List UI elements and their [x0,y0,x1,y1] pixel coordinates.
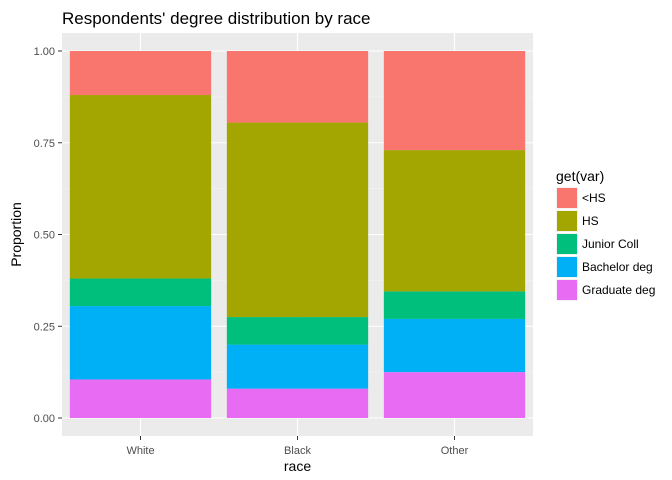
bar-segment-white-hs [69,51,212,96]
bar-segment-black-bachelor-deg [226,344,369,389]
y-tick-label: 0.75 [34,138,55,150]
bar-segment-white-junior-coll [69,278,212,307]
x-tick-label: White [126,445,154,457]
bar-segment-other-hs [383,51,526,151]
legend-title: get(var) [556,168,604,184]
bar-segment-other-junior-coll [383,291,526,319]
bars-group [69,51,526,418]
legend-key-graduate-deg [557,280,577,300]
bar-segment-other-graduate-deg [383,372,526,418]
y-axis-title: Proportion [8,202,24,267]
bar-segment-white-bachelor-deg [69,306,212,380]
bar-segment-black-hs [226,122,369,318]
chart-title: Respondents' degree distribution by race [62,9,371,28]
bar-segment-white-hs [69,95,212,279]
legend-label-hs: <HS [582,191,606,205]
legend-key-hs [557,188,577,208]
y-axis: 0.00 0.25 0.50 0.75 1.00 [34,46,62,425]
bar-segment-black-hs [226,51,369,123]
legend-label-hs: HS [582,214,599,228]
x-axis: White Black Other [126,436,469,457]
legend-label-bachelor-deg: Bachelor deg [582,260,653,274]
legend-key-bachelor-deg [557,257,577,277]
x-tick-label: Other [441,445,469,457]
y-tick-label: 1.00 [34,46,55,58]
legend: get(var) <HS HS Junior Coll Bachelor deg Gra… [556,168,655,301]
x-tick-label: Black [284,445,311,457]
bar-segment-black-junior-coll [226,317,369,345]
legend-key-junior-coll [557,234,577,254]
y-tick-label: 0.00 [34,413,55,425]
legend-label-junior-coll: Junior Coll [582,237,639,251]
legend-label-graduate-deg: Graduate deg [582,283,655,297]
y-tick-label: 0.50 [34,230,55,242]
bar-segment-black-graduate-deg [226,388,369,418]
bar-segment-other-hs [383,150,526,292]
bar-segment-white-graduate-deg [69,379,212,418]
bar-segment-other-bachelor-deg [383,318,526,373]
x-axis-title: race [284,458,311,474]
legend-key-hs [557,211,577,231]
y-tick-label: 0.25 [34,321,55,333]
